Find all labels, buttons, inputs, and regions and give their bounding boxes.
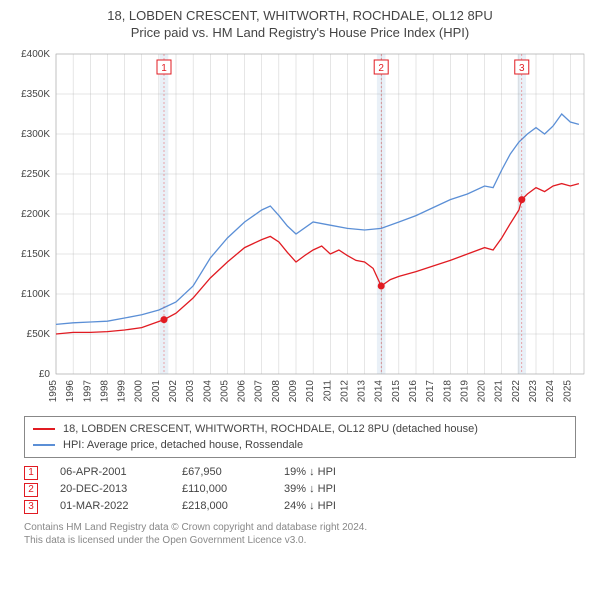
legend-row: 18, LOBDEN CRESCENT, WHITWORTH, ROCHDALE… bbox=[33, 421, 567, 437]
legend-swatch bbox=[33, 444, 55, 446]
legend-swatch bbox=[33, 428, 55, 430]
sale-row: 2 20-DEC-2013 £110,000 39% ↓ HPI bbox=[24, 481, 576, 498]
svg-text:2001: 2001 bbox=[151, 380, 162, 403]
svg-text:£400K: £400K bbox=[21, 49, 50, 60]
sales-table: 1 06-APR-2001 £67,950 19% ↓ HPI 2 20-DEC-2013… bbox=[24, 464, 576, 515]
title-subtitle: Price paid vs. HM Land Registry's House … bbox=[0, 25, 600, 40]
svg-text:2025: 2025 bbox=[562, 380, 573, 403]
svg-text:2004: 2004 bbox=[202, 380, 213, 403]
sale-delta: 19% ↓ HPI bbox=[284, 464, 384, 481]
svg-text:2002: 2002 bbox=[168, 380, 179, 403]
svg-text:1: 1 bbox=[161, 63, 167, 74]
svg-text:£350K: £350K bbox=[21, 89, 50, 100]
sale-price: £218,000 bbox=[182, 498, 262, 515]
svg-text:2024: 2024 bbox=[545, 380, 556, 403]
svg-text:£50K: £50K bbox=[27, 329, 51, 340]
svg-text:2003: 2003 bbox=[185, 380, 196, 403]
sale-marker-box: 1 bbox=[24, 466, 38, 480]
svg-text:2015: 2015 bbox=[391, 380, 402, 403]
sale-point-2 bbox=[378, 283, 385, 290]
svg-text:2010: 2010 bbox=[305, 380, 316, 403]
svg-text:£150K: £150K bbox=[21, 249, 50, 260]
svg-text:1997: 1997 bbox=[82, 380, 93, 403]
legend: 18, LOBDEN CRESCENT, WHITWORTH, ROCHDALE… bbox=[24, 416, 576, 458]
svg-text:2005: 2005 bbox=[219, 380, 230, 403]
svg-text:3: 3 bbox=[519, 63, 525, 74]
page: 18, LOBDEN CRESCENT, WHITWORTH, ROCHDALE… bbox=[0, 0, 600, 590]
svg-text:2013: 2013 bbox=[357, 380, 368, 403]
svg-text:2007: 2007 bbox=[254, 380, 265, 403]
sale-delta: 24% ↓ HPI bbox=[284, 498, 384, 515]
svg-text:2: 2 bbox=[378, 63, 384, 74]
svg-text:2000: 2000 bbox=[134, 380, 145, 403]
footer-line-1: Contains HM Land Registry data © Crown c… bbox=[24, 521, 576, 534]
svg-text:1999: 1999 bbox=[117, 380, 128, 403]
svg-text:2023: 2023 bbox=[528, 380, 539, 403]
svg-text:2006: 2006 bbox=[237, 380, 248, 403]
svg-text:2020: 2020 bbox=[477, 380, 488, 403]
svg-text:£100K: £100K bbox=[21, 289, 50, 300]
sale-delta: 39% ↓ HPI bbox=[284, 481, 384, 498]
sale-date: 20-DEC-2013 bbox=[60, 481, 160, 498]
legend-label: HPI: Average price, detached house, Ross… bbox=[63, 437, 303, 453]
svg-text:2021: 2021 bbox=[494, 380, 505, 403]
sale-price: £110,000 bbox=[182, 481, 262, 498]
svg-text:£250K: £250K bbox=[21, 169, 50, 180]
svg-text:2008: 2008 bbox=[271, 380, 282, 403]
svg-text:2011: 2011 bbox=[322, 380, 333, 402]
svg-text:2016: 2016 bbox=[408, 380, 419, 403]
sale-date: 06-APR-2001 bbox=[60, 464, 160, 481]
svg-text:2018: 2018 bbox=[442, 380, 453, 403]
svg-text:2014: 2014 bbox=[374, 380, 385, 403]
svg-text:£200K: £200K bbox=[21, 209, 50, 220]
svg-text:2019: 2019 bbox=[459, 380, 470, 403]
sale-marker-box: 2 bbox=[24, 483, 38, 497]
svg-text:2022: 2022 bbox=[511, 380, 522, 403]
svg-text:1998: 1998 bbox=[99, 380, 110, 403]
svg-text:£300K: £300K bbox=[21, 129, 50, 140]
sale-marker-box: 3 bbox=[24, 500, 38, 514]
sale-date: 01-MAR-2022 bbox=[60, 498, 160, 515]
legend-label: 18, LOBDEN CRESCENT, WHITWORTH, ROCHDALE… bbox=[63, 421, 478, 437]
svg-text:2017: 2017 bbox=[425, 380, 436, 403]
chart: £0 £50K £100K £150K £200K £250K £300K £350K £400… bbox=[0, 42, 600, 412]
title-address: 18, LOBDEN CRESCENT, WHITWORTH, ROCHDALE… bbox=[0, 8, 600, 23]
footer: Contains HM Land Registry data © Crown c… bbox=[24, 521, 576, 547]
legend-row: HPI: Average price, detached house, Ross… bbox=[33, 437, 567, 453]
sale-point-1 bbox=[161, 316, 168, 323]
sale-row: 1 06-APR-2001 £67,950 19% ↓ HPI bbox=[24, 464, 576, 481]
svg-text:1995: 1995 bbox=[48, 380, 59, 403]
svg-text:£0: £0 bbox=[39, 369, 51, 380]
svg-text:2012: 2012 bbox=[339, 380, 350, 403]
footer-line-2: This data is licensed under the Open Gov… bbox=[24, 534, 576, 547]
sale-row: 3 01-MAR-2022 £218,000 24% ↓ HPI bbox=[24, 498, 576, 515]
svg-text:1996: 1996 bbox=[65, 380, 76, 403]
sale-price: £67,950 bbox=[182, 464, 262, 481]
svg-text:2009: 2009 bbox=[288, 380, 299, 403]
title-block: 18, LOBDEN CRESCENT, WHITWORTH, ROCHDALE… bbox=[0, 0, 600, 40]
sale-point-3 bbox=[518, 196, 525, 203]
